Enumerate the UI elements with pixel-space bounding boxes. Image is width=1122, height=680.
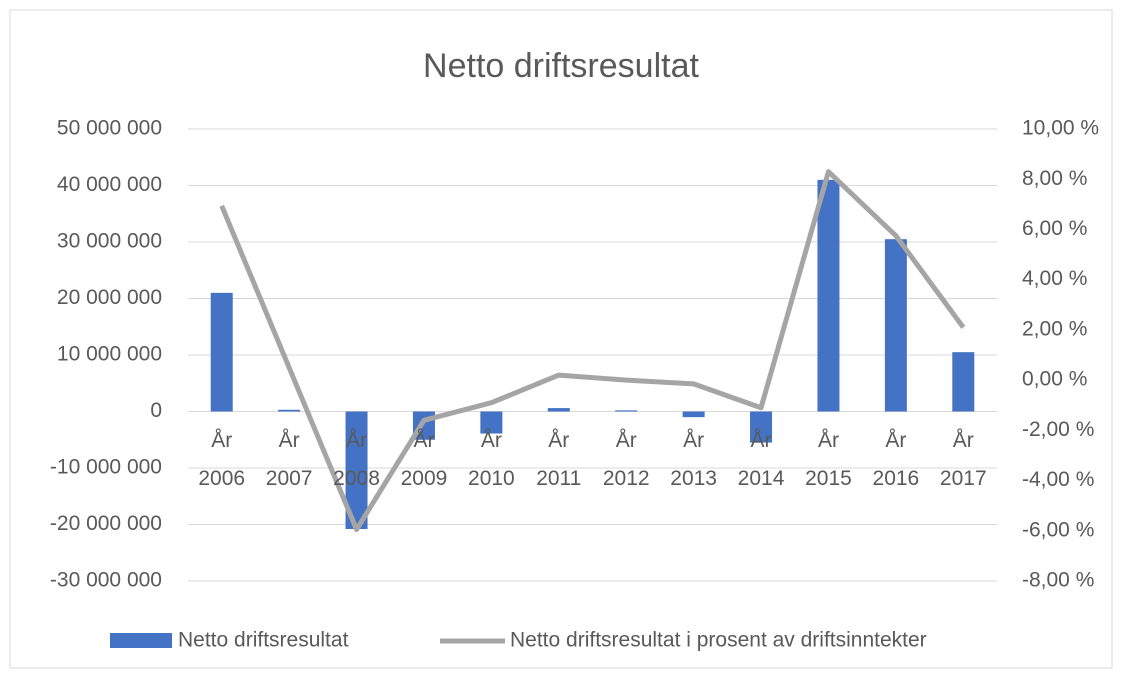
legend-label: Netto driftsresultat <box>178 629 349 652</box>
x-tick-label: År 2017 <box>939 429 987 490</box>
bar <box>345 411 368 530</box>
x-tick-label: År 2014 <box>737 429 785 490</box>
y2-tick-label: -4,00 % <box>1022 468 1094 491</box>
x-tick-label: År 2013 <box>670 429 717 490</box>
y-tick-label: 50 000 000 <box>57 117 162 140</box>
y2-tick-label: 10,00 % <box>1022 117 1099 140</box>
y2-tick-label: -6,00 % <box>1022 518 1094 541</box>
y2-tick-label: 2,00 % <box>1022 317 1087 340</box>
x-tick-label: År 2016 <box>872 429 920 490</box>
legend-label: Netto driftsresultat i prosent av drifts… <box>510 629 927 652</box>
y-tick-label: 0 <box>150 399 162 422</box>
legend-swatch <box>110 633 172 648</box>
line <box>219 169 966 533</box>
y-tick-label: 30 000 000 <box>57 230 162 253</box>
bar <box>480 411 503 434</box>
bar <box>682 411 705 418</box>
x-tick-label: År 2008 <box>333 429 380 490</box>
y-tick-label: 20 000 000 <box>57 286 162 309</box>
y-tick-label: 40 000 000 <box>57 173 162 196</box>
x-tick-label: År 2011 <box>536 429 582 490</box>
bar <box>210 292 233 412</box>
y2-tick-label: -2,00 % <box>1022 418 1094 441</box>
y2-tick-label: 4,00 % <box>1022 267 1087 290</box>
bar <box>884 239 907 412</box>
chart-border <box>9 9 1113 669</box>
y-tick-label: -10 000 000 <box>50 456 162 479</box>
y2-tick-label: -8,00 % <box>1022 569 1094 592</box>
y-tick-label: 10 000 000 <box>57 343 162 366</box>
x-tick-label: År 2006 <box>198 429 246 490</box>
x-tick-label: År 2009 <box>400 429 448 490</box>
y-tick-label: -20 000 000 <box>50 512 162 535</box>
bar <box>278 409 301 412</box>
bar <box>750 411 773 443</box>
chart-title: Netto driftsresultat <box>423 47 699 85</box>
y2-tick-label: 8,00 % <box>1022 167 1087 190</box>
x-tick-label: År 2012 <box>602 429 650 490</box>
y2-tick-label: 6,00 % <box>1022 217 1087 240</box>
x-tick-label: År 2010 <box>468 429 515 490</box>
y-tick-label: -30 000 000 <box>50 569 162 592</box>
x-tick-label: År 2007 <box>265 429 313 490</box>
bar <box>547 408 570 412</box>
bar <box>952 352 975 412</box>
bar <box>817 179 840 412</box>
y2-tick-label: 0,00 % <box>1022 368 1087 391</box>
x-tick-label: År 2015 <box>805 429 852 490</box>
bar <box>615 410 638 412</box>
